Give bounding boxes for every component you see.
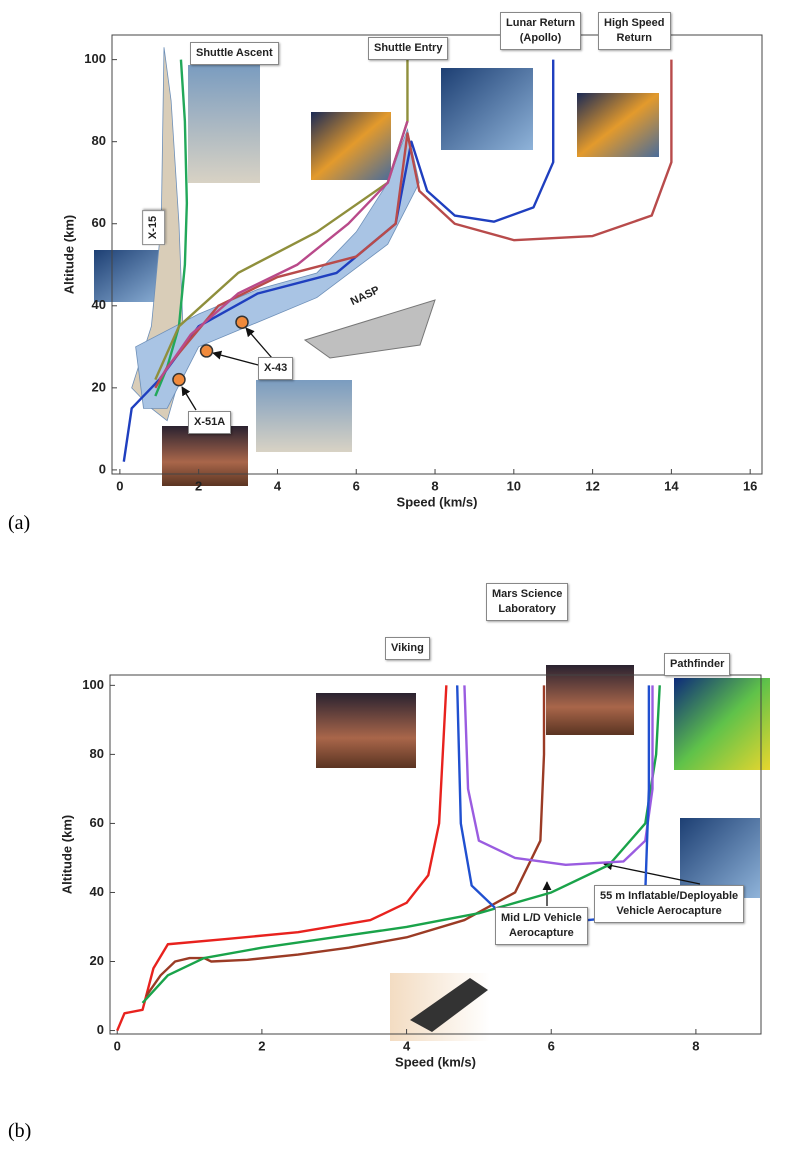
series-label: 55 m Inflatable/Deployable Vehicle Aeroc… <box>594 885 745 923</box>
series-label: Lunar Return (Apollo) <box>500 12 582 50</box>
y-tick-label: 40 <box>92 297 106 312</box>
callout-arrow <box>212 350 263 367</box>
x-tick-label: 12 <box>585 478 599 493</box>
photo <box>311 112 391 180</box>
series-label: Shuttle Entry <box>368 37 449 60</box>
x-axis-label: Speed (km/s) <box>395 1054 476 1069</box>
callout-arrow <box>603 861 701 885</box>
photo <box>162 426 248 486</box>
callout-arrow <box>245 327 273 359</box>
series-label: Viking <box>385 637 430 660</box>
photo <box>680 818 760 898</box>
marker-point <box>235 315 249 329</box>
y-tick-label: 80 <box>90 746 104 761</box>
x-tick-label: 14 <box>664 478 679 493</box>
y-tick-label: 80 <box>92 133 106 148</box>
marker-label: X-51A <box>188 411 232 434</box>
photo <box>188 65 260 183</box>
series-label: Shuttle Ascent <box>190 42 279 65</box>
y-tick-label: 60 <box>90 815 104 830</box>
x-tick-label: 2 <box>195 478 202 493</box>
photo <box>256 380 352 452</box>
x-tick-label: 4 <box>403 1038 411 1053</box>
y-tick-label: 40 <box>90 884 104 899</box>
series-label: Mid L/D Vehicle Aerocapture <box>495 907 588 945</box>
x-tick-label: 2 <box>258 1038 265 1053</box>
callout-arrow <box>181 386 197 411</box>
panel-label: (a) <box>8 512 31 534</box>
photo <box>577 93 659 157</box>
trajectory <box>158 120 409 381</box>
y-tick-label: 100 <box>84 51 106 66</box>
region <box>135 127 420 409</box>
y-tick-label: 0 <box>99 461 106 476</box>
x-tick-label: 8 <box>431 478 438 493</box>
x-tick-label: 0 <box>114 1038 121 1053</box>
x-tick-label: 10 <box>507 478 521 493</box>
trajectory <box>116 685 448 1032</box>
y-tick-label: 60 <box>92 215 106 230</box>
marker-point <box>172 372 186 387</box>
trajectory <box>154 59 409 381</box>
photo <box>410 978 488 1032</box>
y-tick-label: 20 <box>92 379 106 394</box>
x-axis-label: Speed (km/s) <box>397 494 478 509</box>
x-tick-label: 6 <box>548 1038 555 1053</box>
marker-label: X-43 <box>258 357 294 380</box>
plot-frame <box>111 34 763 475</box>
region <box>131 47 184 422</box>
x-tick-label: 16 <box>743 478 757 493</box>
photo <box>303 299 436 359</box>
photo <box>674 678 770 770</box>
photo <box>441 68 533 150</box>
panel-label: (b) <box>8 1120 32 1142</box>
x-tick-label: 4 <box>274 478 282 493</box>
series-label: Pathfinder <box>664 653 731 676</box>
photo <box>316 693 416 768</box>
y-axis-label: Altitude (km) <box>61 215 76 294</box>
region-label: X-15 <box>142 209 166 246</box>
callouts <box>181 327 701 906</box>
plot: 0 2 4 6 8 10 12 14 16 0 20 40 60 80 100 Speed (km/s) Alt… <box>61 34 763 509</box>
x-tick-label: 6 <box>353 478 360 493</box>
series-label: Mars Science Laboratory <box>486 583 569 621</box>
plot-frame <box>109 674 762 1035</box>
x-tick-label: 8 <box>692 1038 699 1053</box>
y-axis-label: Altitude (km) <box>59 815 74 894</box>
y-tick-label: 20 <box>90 953 104 968</box>
y-tick-label: 0 <box>97 1022 104 1037</box>
trajectory <box>463 685 654 867</box>
trajectory <box>145 685 546 997</box>
y-tick-label: 100 <box>82 677 104 692</box>
x-tick-label: 0 <box>116 478 123 493</box>
marker-point <box>199 344 214 358</box>
series-label: High Speed Return <box>598 12 671 50</box>
photos <box>94 65 770 1041</box>
photo <box>546 665 634 735</box>
